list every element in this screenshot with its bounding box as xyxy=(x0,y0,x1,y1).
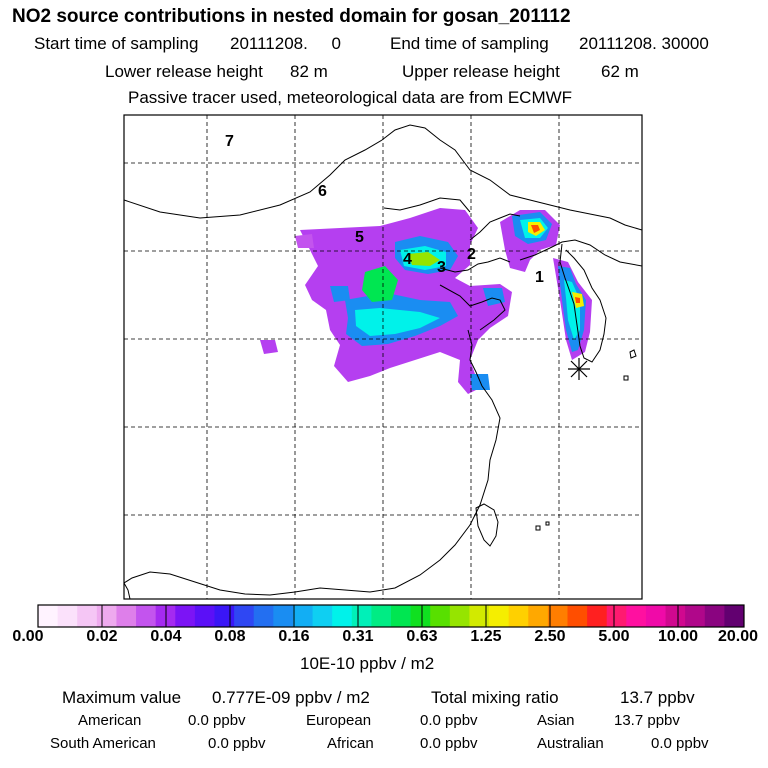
colorbar-swatch xyxy=(626,605,647,627)
colorbar-swatch xyxy=(57,605,78,627)
region-label: 7 xyxy=(225,133,234,150)
colorbar-swatch xyxy=(136,605,157,627)
coastlines xyxy=(124,124,642,599)
colorbar-swatch xyxy=(351,605,372,627)
colorbar-tick: 2.50 xyxy=(534,628,566,645)
colorbar-swatch xyxy=(430,605,451,627)
colorbar-swatch xyxy=(449,605,470,627)
colorbar-dividers xyxy=(101,605,679,627)
colorbar-swatch xyxy=(606,605,627,627)
region-name-european: European xyxy=(306,712,372,729)
colorbar-swatch xyxy=(645,605,667,627)
concentration-field xyxy=(260,208,592,394)
colorbar-swatch xyxy=(724,605,745,627)
region-label: 5 xyxy=(355,229,364,246)
colorbar-frame xyxy=(37,604,745,628)
colorbar-swatch xyxy=(312,605,333,627)
region-label: 3 xyxy=(437,259,446,276)
gridlines xyxy=(124,115,642,599)
colorbar-swatch xyxy=(567,605,588,627)
colorbar-tick: 0.16 xyxy=(278,628,310,645)
colorbar-swatch xyxy=(391,605,412,627)
region-name-south-american: South American xyxy=(50,735,156,752)
colorbar-swatch xyxy=(587,605,608,627)
colorbar-swatch xyxy=(469,605,490,627)
colorbar-swatch xyxy=(214,605,235,627)
colorbar-swatch xyxy=(234,605,255,627)
colorbar-tick: 0.08 xyxy=(214,628,246,645)
colorbar-swatch xyxy=(685,605,706,627)
colorbar-swatch xyxy=(704,605,725,627)
colorbar-swatch xyxy=(292,605,314,627)
region-name-american: American xyxy=(78,712,142,729)
colorbar-swatch xyxy=(508,605,529,627)
region-label: 6 xyxy=(318,183,327,200)
region-value-american: 0.0 ppbv xyxy=(188,712,246,729)
lower-height-value: 82 m xyxy=(290,62,328,81)
colorbar-tick: 0.00 xyxy=(12,628,44,645)
colorbar-swatch xyxy=(253,605,274,627)
region-label: 2 xyxy=(467,246,476,263)
map-frame xyxy=(123,114,643,600)
colorbar-swatch xyxy=(175,605,196,627)
colorbar-swatch xyxy=(410,605,431,627)
colorbar-swatch xyxy=(38,605,59,627)
colorbar-swatch xyxy=(96,605,117,627)
colorbar-tick: 1.25 xyxy=(470,628,502,645)
max-value-label: Maximum value xyxy=(62,688,182,707)
region-value-australian: 0.0 ppbv xyxy=(651,735,709,752)
colorbar-swatch xyxy=(528,605,549,627)
colorbar-swatch xyxy=(332,605,353,627)
max-value: 0.777E-09 ppbv / m2 xyxy=(212,688,370,707)
colorbar-unit: 10E-10 ppbv / m2 xyxy=(300,654,435,673)
region-value-african: 0.0 ppbv xyxy=(420,735,478,752)
upper-height-value: 62 m xyxy=(601,62,639,81)
total-mixing-label: Total mixing ratio xyxy=(431,688,559,707)
colorbar-swatch xyxy=(77,605,98,627)
region-value-south-american: 0.0 ppbv xyxy=(208,735,266,752)
colorbar-swatch xyxy=(665,605,686,627)
asterisk-icon xyxy=(568,358,590,380)
colorbar-tick: 0.02 xyxy=(86,628,118,645)
region-label: 1 xyxy=(535,269,544,286)
region-name-australian: Australian xyxy=(537,735,604,752)
lower-height-label: Lower release height xyxy=(105,62,263,81)
colorbar-swatch xyxy=(547,605,568,627)
colorbar-tick: 10.00 xyxy=(657,628,699,645)
colorbar-tick: 20.00 xyxy=(717,628,759,645)
end-time-label: End time of sampling xyxy=(390,34,549,53)
start-time-value: 20111208. 0 xyxy=(230,34,341,53)
page-title: NO2 source contributions in nested domai… xyxy=(12,6,571,27)
colorbar-tick: 5.00 xyxy=(598,628,630,645)
region-value-european: 0.0 ppbv xyxy=(420,712,478,729)
region-name-asian: Asian xyxy=(537,712,575,729)
start-time-label: Start time of sampling xyxy=(34,34,199,53)
region-name-african: African xyxy=(327,735,374,752)
colorbar-tick: 0.31 xyxy=(342,628,374,645)
colorbar-swatch xyxy=(489,605,510,627)
region-value-asian: 13.7 ppbv xyxy=(614,712,680,729)
total-mixing-value: 13.7 ppbv xyxy=(620,688,695,707)
upper-height-label: Upper release height xyxy=(402,62,560,81)
colorbar-swatch xyxy=(371,605,392,627)
colorbar-tick: 0.04 xyxy=(150,628,182,645)
colorbar-swatch xyxy=(116,605,137,627)
colorbar-tick: 0.63 xyxy=(406,628,438,645)
colorbar-swatch xyxy=(273,605,294,627)
tracer-note: Passive tracer used, meteorological data… xyxy=(128,88,573,107)
colorbar xyxy=(38,605,745,627)
end-time-value: 20111208. 30000 xyxy=(579,34,709,53)
region-label: 4 xyxy=(403,251,412,268)
colorbar-swatch xyxy=(194,605,215,627)
